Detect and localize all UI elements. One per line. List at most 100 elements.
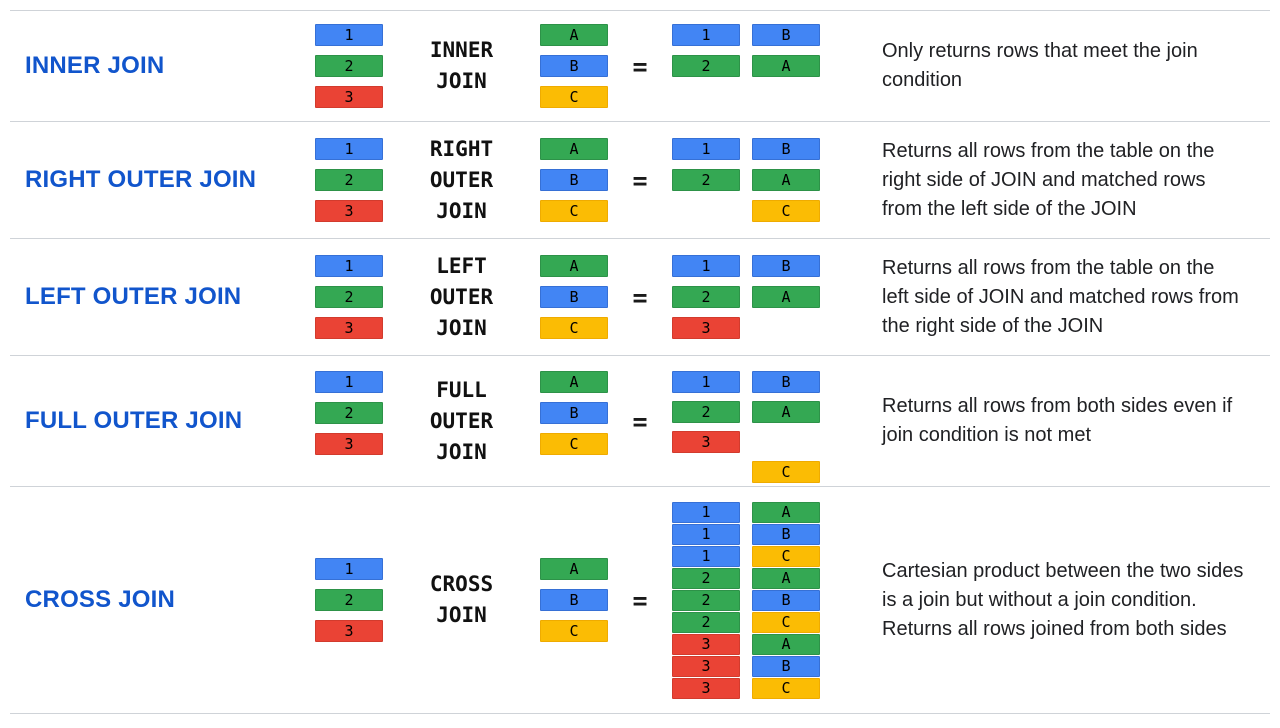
table-cell: B — [752, 655, 820, 677]
table-cell: 3 — [315, 433, 383, 455]
left-table: 1 2 3 — [315, 371, 383, 486]
row-divider — [10, 713, 1270, 714]
table-cell: 2 — [672, 55, 740, 77]
join-name-cell: CROSS JOIN — [0, 487, 315, 713]
table-cell: 3 — [315, 86, 383, 108]
table-cell: A — [752, 55, 820, 77]
table-cell: 2 — [672, 286, 740, 308]
join-keyword-line: OUTER — [429, 408, 494, 433]
left-table: 1 2 3 — [315, 24, 383, 121]
table-cell: 2 — [672, 589, 740, 611]
table-cell: 3 — [315, 317, 383, 339]
join-name-cell: INNER JOIN — [0, 11, 315, 121]
table-cell: 3 — [315, 200, 383, 222]
table-cell: C — [540, 433, 608, 455]
table-cell: 3 — [672, 633, 740, 655]
table-cell: 1 — [672, 523, 740, 545]
table-cell: B — [752, 255, 820, 277]
table-cell: B — [752, 24, 820, 46]
table-cell: 2 — [672, 567, 740, 589]
table-cell: A — [752, 401, 820, 423]
row-divider — [10, 355, 1270, 356]
join-description: Returns all rows from the table on the r… — [882, 139, 1215, 220]
table-cell: B — [540, 169, 608, 191]
join-keyword: INNER JOIN — [383, 11, 540, 121]
table-cell: 2 — [672, 611, 740, 633]
table-cell: C — [540, 317, 608, 339]
table-cell: A — [540, 24, 608, 46]
row-divider — [10, 10, 1270, 11]
join-keyword-line: RIGHT — [429, 136, 494, 161]
table-cell: 3 — [672, 431, 740, 453]
table-cell: A — [752, 501, 820, 523]
table-cell: C — [752, 611, 820, 633]
table-cell: C — [752, 461, 820, 483]
join-keyword-line: OUTER — [429, 167, 494, 192]
join-description: Only returns rows that meet the join con… — [882, 40, 1198, 91]
table-cell: A — [540, 371, 608, 393]
join-keyword: RIGHT OUTER JOIN — [383, 122, 540, 238]
table-cell: B — [752, 138, 820, 160]
table-cell: 2 — [315, 55, 383, 77]
table-cell: 1 — [315, 558, 383, 580]
join-name-label: LEFT OUTER JOIN — [25, 283, 242, 310]
join-keyword: LEFT OUTER JOIN — [383, 239, 540, 355]
table-cell: 2 — [672, 169, 740, 191]
table-cell: 3 — [672, 677, 740, 699]
table-cell: 3 — [672, 655, 740, 677]
join-keyword-line: INNER — [429, 38, 494, 62]
left-table: 1 2 3 — [315, 138, 383, 238]
table-cell: 2 — [315, 402, 383, 424]
join-keyword-line: JOIN — [436, 439, 487, 464]
table-cell: 1 — [315, 138, 383, 160]
table-cell: 1 — [672, 24, 740, 46]
join-description: Cartesian product between the two sides … — [882, 559, 1244, 640]
table-cell: A — [540, 138, 608, 160]
table-cell: C — [540, 86, 608, 108]
join-keyword: FULL OUTER JOIN — [383, 356, 540, 486]
equals-sign: = — [632, 406, 648, 436]
row-divider — [10, 238, 1270, 239]
table-cell: 1 — [672, 255, 740, 277]
table-cell: C — [752, 677, 820, 699]
table-cell: C — [540, 620, 608, 642]
equals-sign: = — [632, 165, 648, 195]
join-name-label: FULL OUTER JOIN — [25, 407, 243, 434]
table-cell: 1 — [672, 501, 740, 523]
table-cell: 2 — [672, 401, 740, 423]
join-name-cell: RIGHT OUTER JOIN — [0, 122, 315, 238]
row-divider — [10, 486, 1270, 487]
join-description: Returns all rows from the table on the l… — [882, 256, 1239, 337]
table-cell: C — [752, 545, 820, 567]
table-cell: A — [752, 286, 820, 308]
table-cell: 1 — [315, 255, 383, 277]
join-keyword-line: JOIN — [436, 603, 487, 627]
equals-sign: = — [632, 585, 648, 615]
table-cell: 2 — [315, 286, 383, 308]
table-cell: 1 — [315, 371, 383, 393]
table-cell: C — [752, 200, 820, 222]
table-cell: B — [540, 55, 608, 77]
row-divider — [10, 121, 1270, 122]
table-cell: 1 — [672, 138, 740, 160]
join-keyword-line: JOIN — [436, 198, 487, 223]
left-table: 1 2 3 — [315, 487, 383, 713]
join-name-cell: LEFT OUTER JOIN — [0, 239, 315, 355]
table-cell: B — [540, 402, 608, 424]
table-cell: 1 — [672, 371, 740, 393]
join-keyword-line: JOIN — [436, 315, 487, 340]
join-keyword-line: JOIN — [436, 69, 487, 93]
join-keyword: CROSS JOIN — [383, 487, 540, 713]
table-cell: A — [540, 558, 608, 580]
